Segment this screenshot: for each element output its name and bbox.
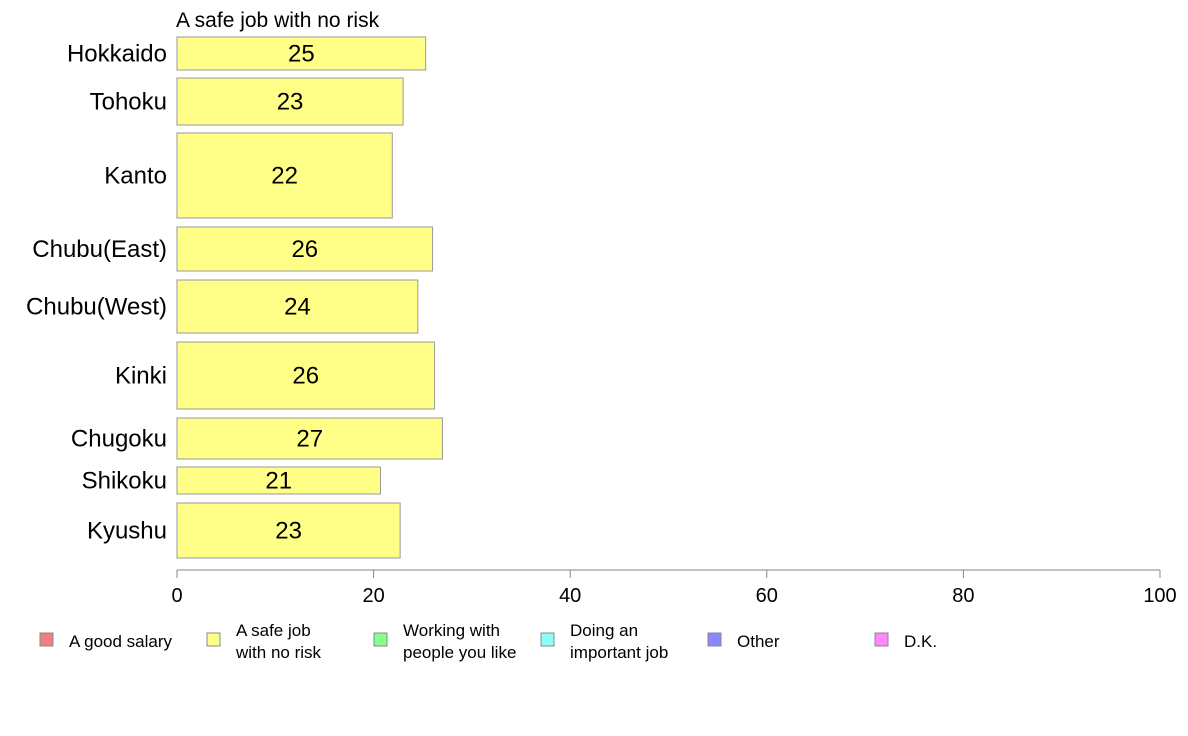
category-label: Kyushu bbox=[87, 518, 167, 545]
legend-swatch bbox=[373, 632, 388, 647]
bar-kanto bbox=[176, 132, 393, 219]
bar-chubu-east bbox=[176, 226, 434, 272]
value-label: 26 bbox=[292, 363, 319, 390]
bar-shikoku bbox=[176, 466, 381, 495]
x-tick-label: 20 bbox=[362, 585, 384, 607]
category-label: Kanto bbox=[104, 163, 167, 190]
category-label: Shikoku bbox=[82, 468, 167, 495]
bar-chugoku bbox=[176, 417, 443, 460]
x-axis: 0 20 40 60 80 100 bbox=[171, 569, 1177, 607]
legend-swatch bbox=[707, 632, 722, 647]
legend-label: important job bbox=[570, 643, 668, 662]
chart-title: A safe job with no risk bbox=[176, 9, 380, 32]
value-label: 21 bbox=[265, 468, 292, 495]
bar-kyushu bbox=[176, 502, 401, 559]
category-label: Chugoku bbox=[71, 426, 167, 453]
bar-hokkaido bbox=[176, 36, 427, 71]
category-label: Hokkaido bbox=[67, 41, 167, 68]
value-label: 26 bbox=[291, 236, 318, 263]
legend-label: D.K. bbox=[904, 632, 937, 651]
legend-swatch bbox=[874, 632, 889, 647]
legend-label: Doing an bbox=[570, 621, 638, 640]
category-label: Chubu(West) bbox=[26, 294, 167, 321]
legend-label: A safe job bbox=[236, 621, 311, 640]
legend-label: people you like bbox=[403, 643, 516, 662]
x-tick-label: 60 bbox=[756, 585, 778, 607]
value-label: 27 bbox=[296, 426, 323, 453]
x-tick-label: 0 bbox=[171, 585, 182, 607]
legend: A good salary A safe job with no risk Worki… bbox=[39, 621, 937, 662]
x-tick-label: 40 bbox=[559, 585, 581, 607]
bar-kinki bbox=[176, 341, 436, 410]
category-label: Kinki bbox=[115, 363, 167, 390]
legend-label: with no risk bbox=[235, 643, 322, 662]
bar-group: Hokkaido 25 Tohoku 23 Kanto 22 Chubu(East) 26 Ch… bbox=[26, 36, 443, 559]
value-label: 22 bbox=[271, 163, 298, 190]
x-tick-label: 100 bbox=[1143, 585, 1176, 607]
legend-label: A good salary bbox=[69, 632, 173, 651]
legend-swatch bbox=[206, 632, 221, 647]
bar-chubu-west bbox=[176, 279, 419, 334]
x-tick-label: 80 bbox=[952, 585, 974, 607]
legend-swatch bbox=[540, 632, 555, 647]
value-label: 24 bbox=[284, 294, 311, 321]
bar-tohoku bbox=[176, 77, 404, 126]
legend-label: Other bbox=[737, 632, 780, 651]
value-label: 25 bbox=[288, 41, 315, 68]
legend-label: Working with bbox=[403, 621, 500, 640]
legend-swatch bbox=[39, 632, 54, 647]
value-label: 23 bbox=[275, 518, 302, 545]
category-label: Tohoku bbox=[90, 89, 167, 116]
value-label: 23 bbox=[277, 89, 304, 116]
category-label: Chubu(East) bbox=[32, 236, 167, 263]
